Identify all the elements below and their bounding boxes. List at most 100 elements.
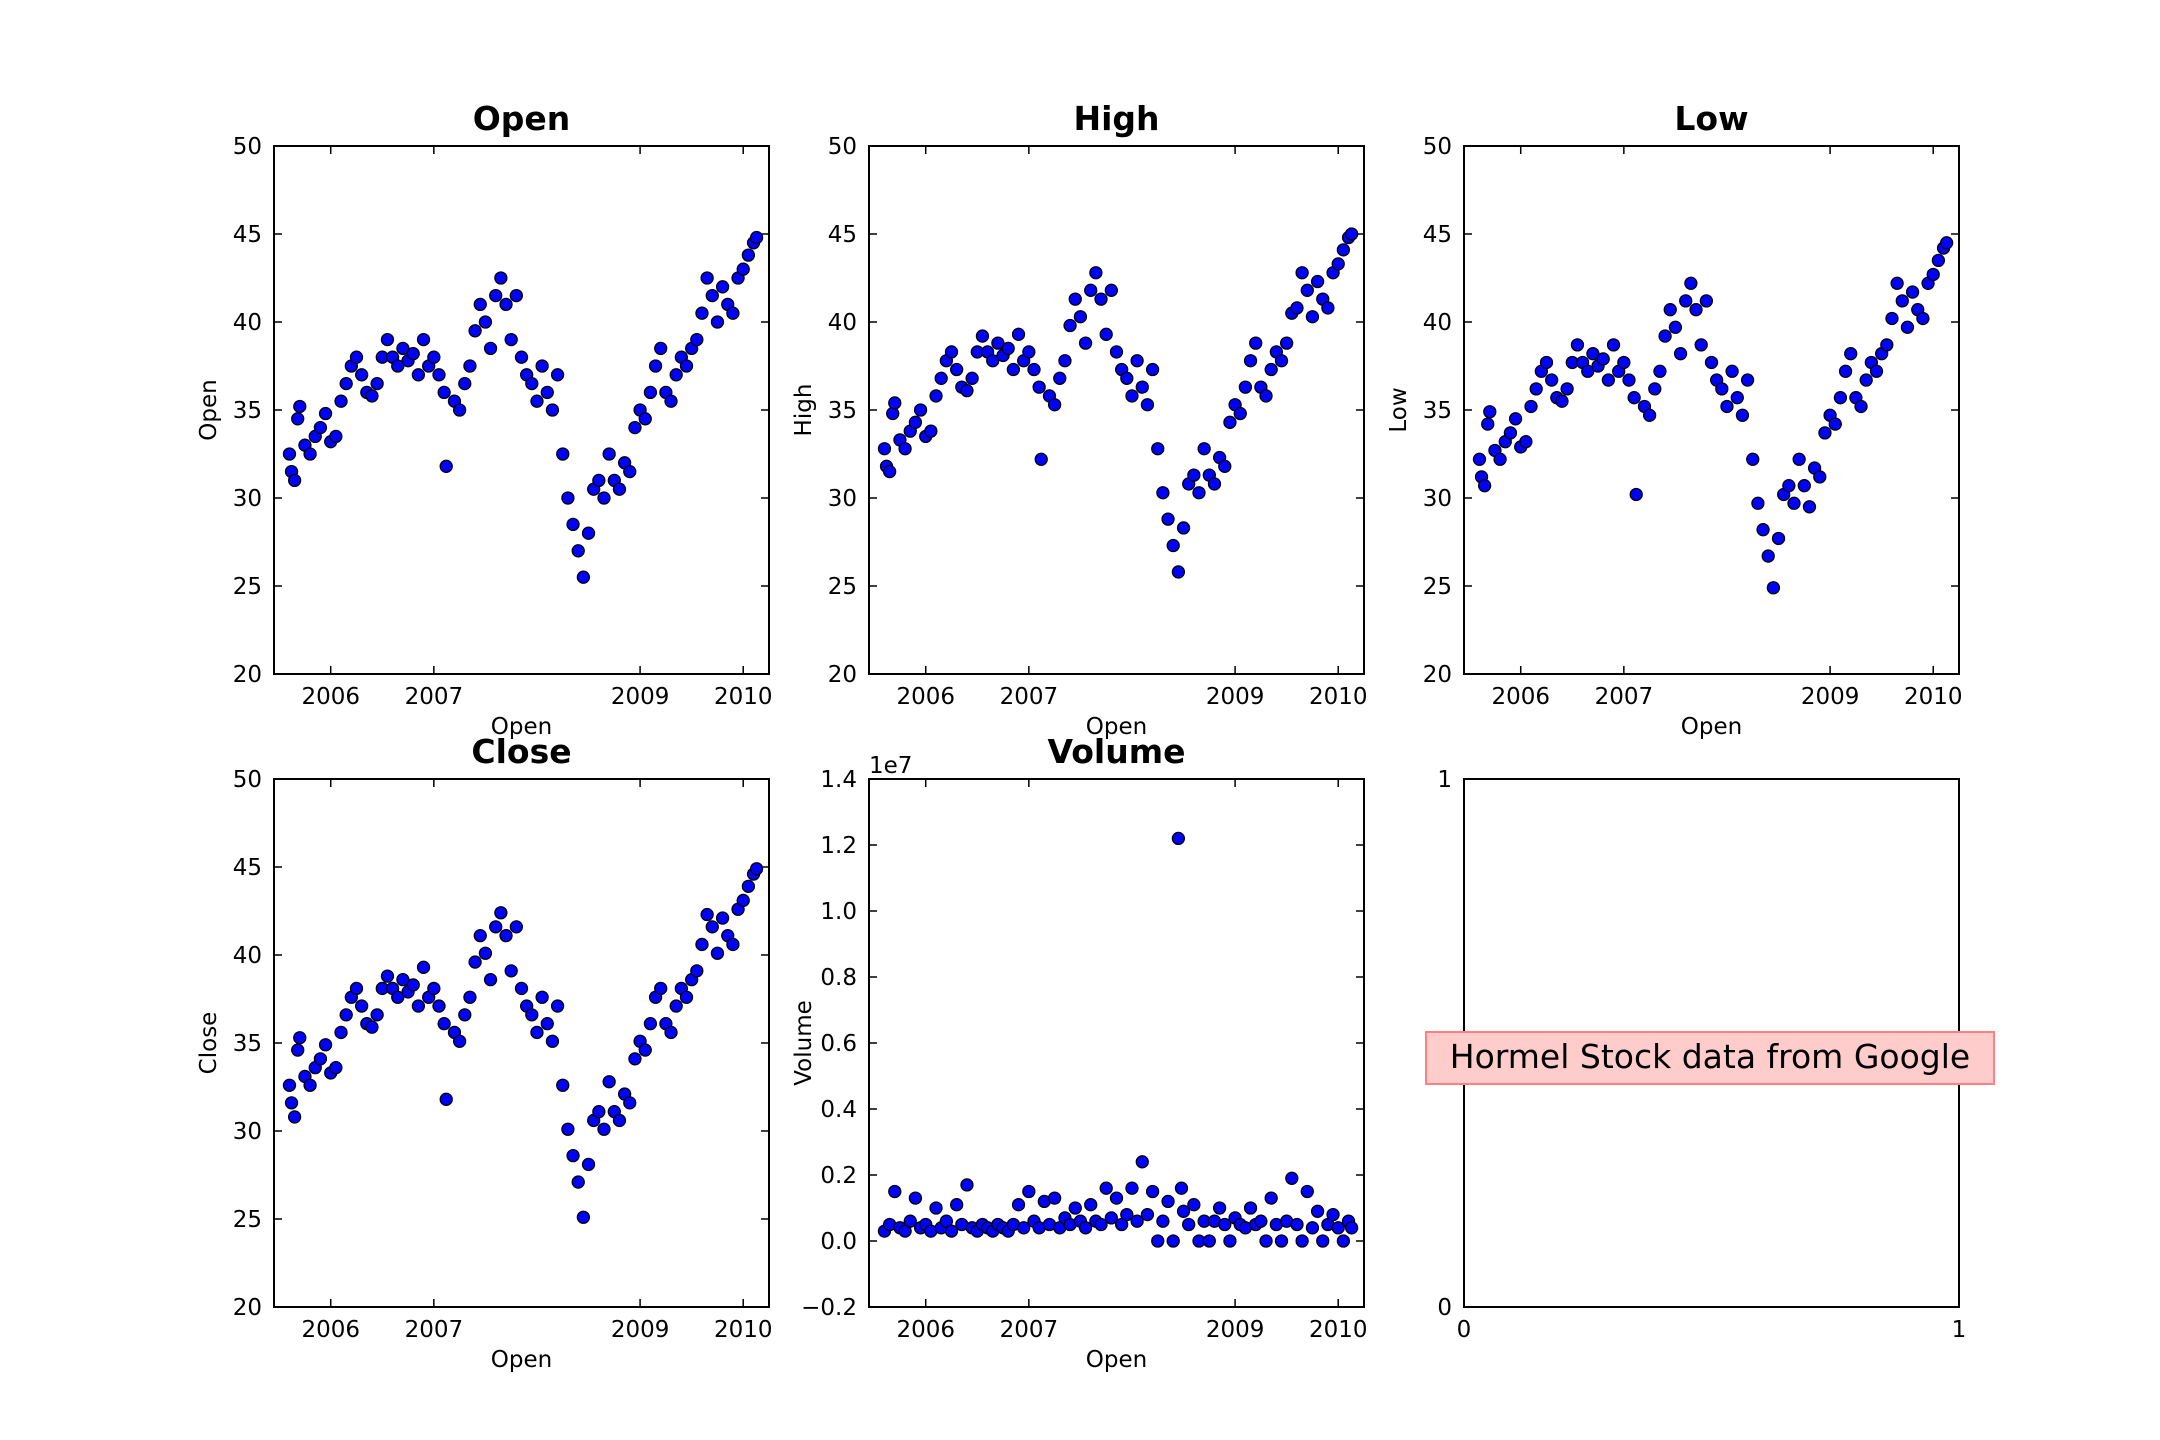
x-tick-label: 2010 — [1904, 684, 1963, 710]
data-point — [1063, 318, 1077, 333]
data-point — [1151, 1234, 1165, 1248]
data-point — [1844, 347, 1858, 361]
data-point — [1336, 1234, 1351, 1248]
data-point — [391, 990, 405, 1004]
data-point — [303, 1078, 317, 1092]
data-point — [432, 368, 446, 382]
x-tick-label: 2007 — [405, 1317, 464, 1343]
y-tick-label: 45 — [828, 222, 857, 248]
data-point — [654, 341, 668, 356]
data-point — [483, 972, 498, 987]
data-point — [1539, 355, 1554, 370]
data-point — [1519, 435, 1533, 449]
data-point — [1885, 311, 1899, 326]
data-point — [1642, 408, 1657, 422]
chart-title: Close — [471, 732, 571, 771]
data-point — [571, 1175, 585, 1189]
data-point — [1916, 311, 1930, 326]
data-point — [282, 1078, 297, 1092]
data-point — [1156, 1214, 1170, 1228]
data-point — [282, 447, 297, 461]
data-point — [535, 359, 549, 373]
data-point — [1939, 236, 1954, 250]
data-point — [489, 920, 503, 934]
data-point — [452, 1034, 467, 1048]
data-point — [700, 907, 714, 922]
data-point — [1197, 442, 1211, 456]
data-point — [576, 1210, 591, 1224]
data-point — [1259, 1234, 1273, 1248]
data-point — [1751, 496, 1765, 510]
data-point — [1130, 354, 1144, 368]
data-point — [1022, 345, 1036, 359]
data-point — [1223, 415, 1237, 429]
panel-close: 20 25 30 35 40 45 50 2006 2007 2009 2010 Close Open C… — [196, 732, 772, 1373]
data-point — [1679, 294, 1693, 308]
data-point — [736, 893, 750, 908]
data-point — [1223, 1234, 1237, 1248]
data-point — [1084, 1198, 1098, 1212]
data-point — [1310, 274, 1325, 289]
data-point — [1249, 336, 1263, 350]
data-point — [1233, 406, 1247, 421]
data-point — [432, 999, 446, 1013]
data-point — [556, 1078, 570, 1092]
data-point — [623, 1096, 637, 1110]
data-point — [1078, 336, 1093, 350]
data-point — [1931, 253, 1946, 268]
y-tick-label: 25 — [828, 574, 857, 600]
data-point — [1771, 531, 1786, 546]
data-point — [991, 336, 1005, 350]
data-point — [1238, 380, 1253, 394]
data-point — [1766, 581, 1781, 595]
data-point — [960, 383, 974, 398]
data-point — [715, 280, 730, 294]
data-point — [1704, 355, 1719, 370]
data-point — [293, 1031, 307, 1045]
data-point — [695, 937, 709, 952]
data-point — [1694, 338, 1708, 352]
y-axis-label: Open — [196, 379, 222, 440]
data-point — [888, 396, 902, 410]
data-point — [679, 990, 694, 1004]
data-point — [1032, 380, 1046, 394]
data-point — [1243, 1201, 1258, 1215]
x-tick-label: 2006 — [896, 1317, 955, 1343]
chart-title: Low — [1674, 99, 1748, 138]
data-point — [1285, 1171, 1299, 1185]
series-points — [877, 227, 1359, 579]
data-point — [416, 332, 431, 347]
data-point — [1120, 371, 1134, 385]
data-point — [473, 297, 487, 312]
data-point — [669, 999, 683, 1013]
data-point — [1094, 292, 1108, 306]
data-point — [612, 1113, 627, 1128]
data-point — [406, 347, 420, 361]
data-point — [1099, 1181, 1113, 1195]
data-point — [1125, 1181, 1139, 1195]
data-point — [1900, 320, 1915, 334]
y-tick-label: 35 — [233, 398, 262, 424]
panel-volume: −0.2 0.0 0.2 0.4 0.6 0.8 1.0 1.2 1.4 2006 2007 2009… — [791, 732, 1367, 1373]
data-point — [540, 385, 554, 400]
data-point — [1813, 470, 1827, 484]
data-point — [1570, 338, 1585, 352]
data-point — [1280, 336, 1294, 350]
data-point — [638, 412, 652, 426]
annotation-box: Hormel Stock data from Google — [1425, 1031, 1995, 1085]
data-point — [427, 981, 441, 996]
data-point — [509, 288, 523, 303]
x-axis-label: Open — [1086, 714, 1147, 740]
data-point — [291, 412, 305, 426]
series-points — [1472, 236, 1954, 595]
data-point — [741, 879, 756, 894]
data-point — [1011, 1198, 1026, 1212]
data-point — [1274, 354, 1289, 368]
data-point — [1073, 310, 1088, 324]
data-point — [1653, 364, 1667, 378]
data-point — [581, 1157, 596, 1172]
y-tick-label: 20 — [828, 662, 857, 688]
y-tick-label: 30 — [1423, 486, 1452, 512]
x-tick-label: 2006 — [301, 1317, 360, 1343]
x-tick-label: 2009 — [611, 684, 670, 710]
